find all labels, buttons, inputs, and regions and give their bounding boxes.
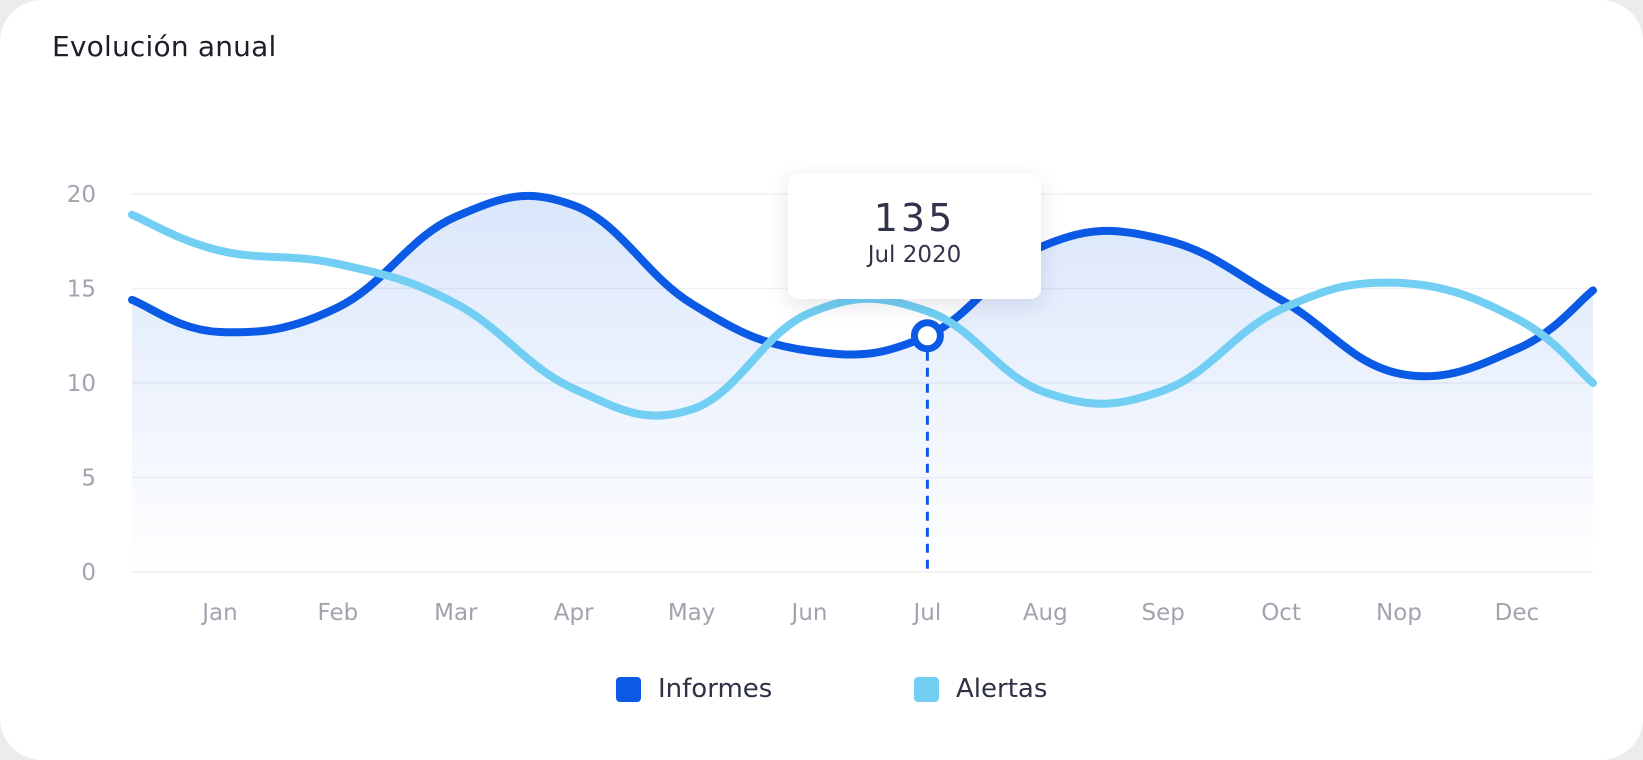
tooltip-point-marker[interactable] (910, 319, 944, 353)
series-line-informes[interactable] (128, 192, 1597, 381)
legend-item-informes[interactable]: Informes (616, 672, 772, 706)
series-area-informes (132, 195, 1593, 573)
chart-title: Evolución anual (52, 30, 277, 63)
y-tick-label: 5 (81, 466, 96, 492)
x-axis-ticks: Jan Feb Mar Apr May Jun Jul Aug Sep Oct Nop Dec (200, 600, 1539, 626)
y-tick-label: 15 (67, 277, 96, 303)
x-tick-label: Jun (790, 600, 828, 626)
legend-label-informes: Informes (658, 674, 773, 704)
x-tick-label: May (668, 600, 716, 626)
x-tick-label: Oct (1261, 600, 1301, 626)
x-tick-label: Jul (912, 600, 942, 626)
x-tick-label: Mar (434, 600, 478, 626)
y-tick-label: 20 (67, 182, 96, 208)
tooltip-value: 135 (873, 196, 956, 240)
chart-legend: Informes Alertas (0, 672, 1643, 706)
legend-swatch-alertas (914, 676, 939, 702)
legend-item-alertas[interactable]: Alertas (914, 672, 1047, 706)
legend-label-alertas: Alertas (956, 674, 1048, 704)
x-tick-label: Nop (1376, 600, 1422, 626)
x-tick-label: Feb (318, 600, 359, 626)
legend-swatch-informes (616, 676, 641, 702)
tooltip-date: Jul 2020 (867, 242, 962, 268)
chart-tooltip: 135 Jul 2020 (788, 174, 1041, 299)
x-tick-label: Aug (1023, 600, 1068, 626)
x-tick-label: Apr (554, 600, 594, 626)
y-tick-label: 0 (81, 560, 96, 586)
y-axis-ticks: 0 5 10 15 20 (67, 182, 96, 586)
tooltip-marker-layer (910, 319, 944, 572)
y-tick-label: 10 (67, 371, 96, 397)
x-tick-label: Sep (1142, 600, 1185, 626)
x-tick-label: Dec (1495, 600, 1540, 626)
x-tick-label: Jan (200, 600, 237, 626)
